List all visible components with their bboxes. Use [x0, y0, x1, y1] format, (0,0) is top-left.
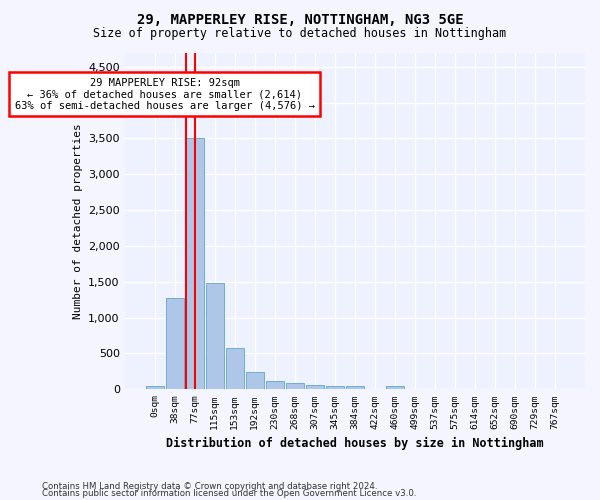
- Bar: [386, 386, 404, 389]
- Bar: [226, 348, 244, 389]
- Bar: [346, 386, 364, 389]
- Text: Size of property relative to detached houses in Nottingham: Size of property relative to detached ho…: [94, 28, 506, 40]
- Bar: [245, 372, 264, 389]
- Text: 29 MAPPERLEY RISE: 92sqm
← 36% of detached houses are smaller (2,614)
63% of sem: 29 MAPPERLEY RISE: 92sqm ← 36% of detach…: [14, 78, 314, 111]
- Y-axis label: Number of detached properties: Number of detached properties: [73, 123, 83, 318]
- Bar: [326, 386, 344, 389]
- Text: 29, MAPPERLEY RISE, NOTTINGHAM, NG3 5GE: 29, MAPPERLEY RISE, NOTTINGHAM, NG3 5GE: [137, 12, 463, 26]
- Text: Contains public sector information licensed under the Open Government Licence v3: Contains public sector information licen…: [42, 490, 416, 498]
- Bar: [266, 380, 284, 389]
- X-axis label: Distribution of detached houses by size in Nottingham: Distribution of detached houses by size …: [166, 437, 544, 450]
- Bar: [206, 283, 224, 389]
- Bar: [306, 386, 324, 389]
- Bar: [185, 138, 203, 389]
- Bar: [286, 383, 304, 389]
- Text: Contains HM Land Registry data © Crown copyright and database right 2024.: Contains HM Land Registry data © Crown c…: [42, 482, 377, 491]
- Bar: [146, 386, 164, 389]
- Bar: [166, 298, 184, 389]
